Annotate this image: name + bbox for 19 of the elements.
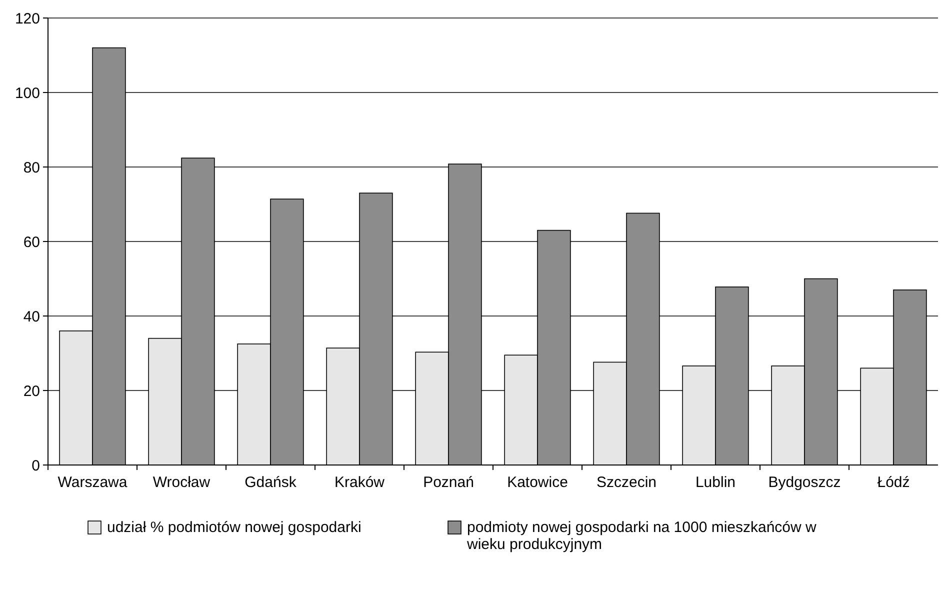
x-tick-label: Lublin	[695, 474, 736, 491]
x-tick-label: Kraków	[334, 474, 385, 491]
y-tick-label: 20	[23, 382, 40, 400]
x-tick-label: Warszawa	[58, 474, 128, 491]
y-tick-label: 40	[23, 308, 40, 326]
x-tick-label: Poznań	[423, 474, 474, 491]
x-tick-label: Gdańsk	[244, 474, 297, 491]
legend-label: podmioty nowej gospodarki na 1000 mieszkańców w wieku produkcyjnym	[466, 519, 817, 553]
y-tick-label: 80	[23, 159, 40, 176]
y-tick-label: 120	[14, 10, 40, 28]
x-tick-label: Szczecin	[596, 474, 657, 491]
y-tick-label: 60	[23, 234, 40, 251]
x-tick-label: Łódź	[877, 474, 910, 491]
y-tick-label: 0	[32, 457, 40, 474]
legend-label: udział % podmiotów nowej gospodarki	[107, 519, 362, 536]
x-tick-label: Wrocław	[152, 474, 210, 491]
x-tick-label: Katowice	[507, 474, 568, 491]
y-tick-label: 100	[14, 84, 40, 102]
x-tick-label: Bydgoszcz	[768, 474, 841, 491]
